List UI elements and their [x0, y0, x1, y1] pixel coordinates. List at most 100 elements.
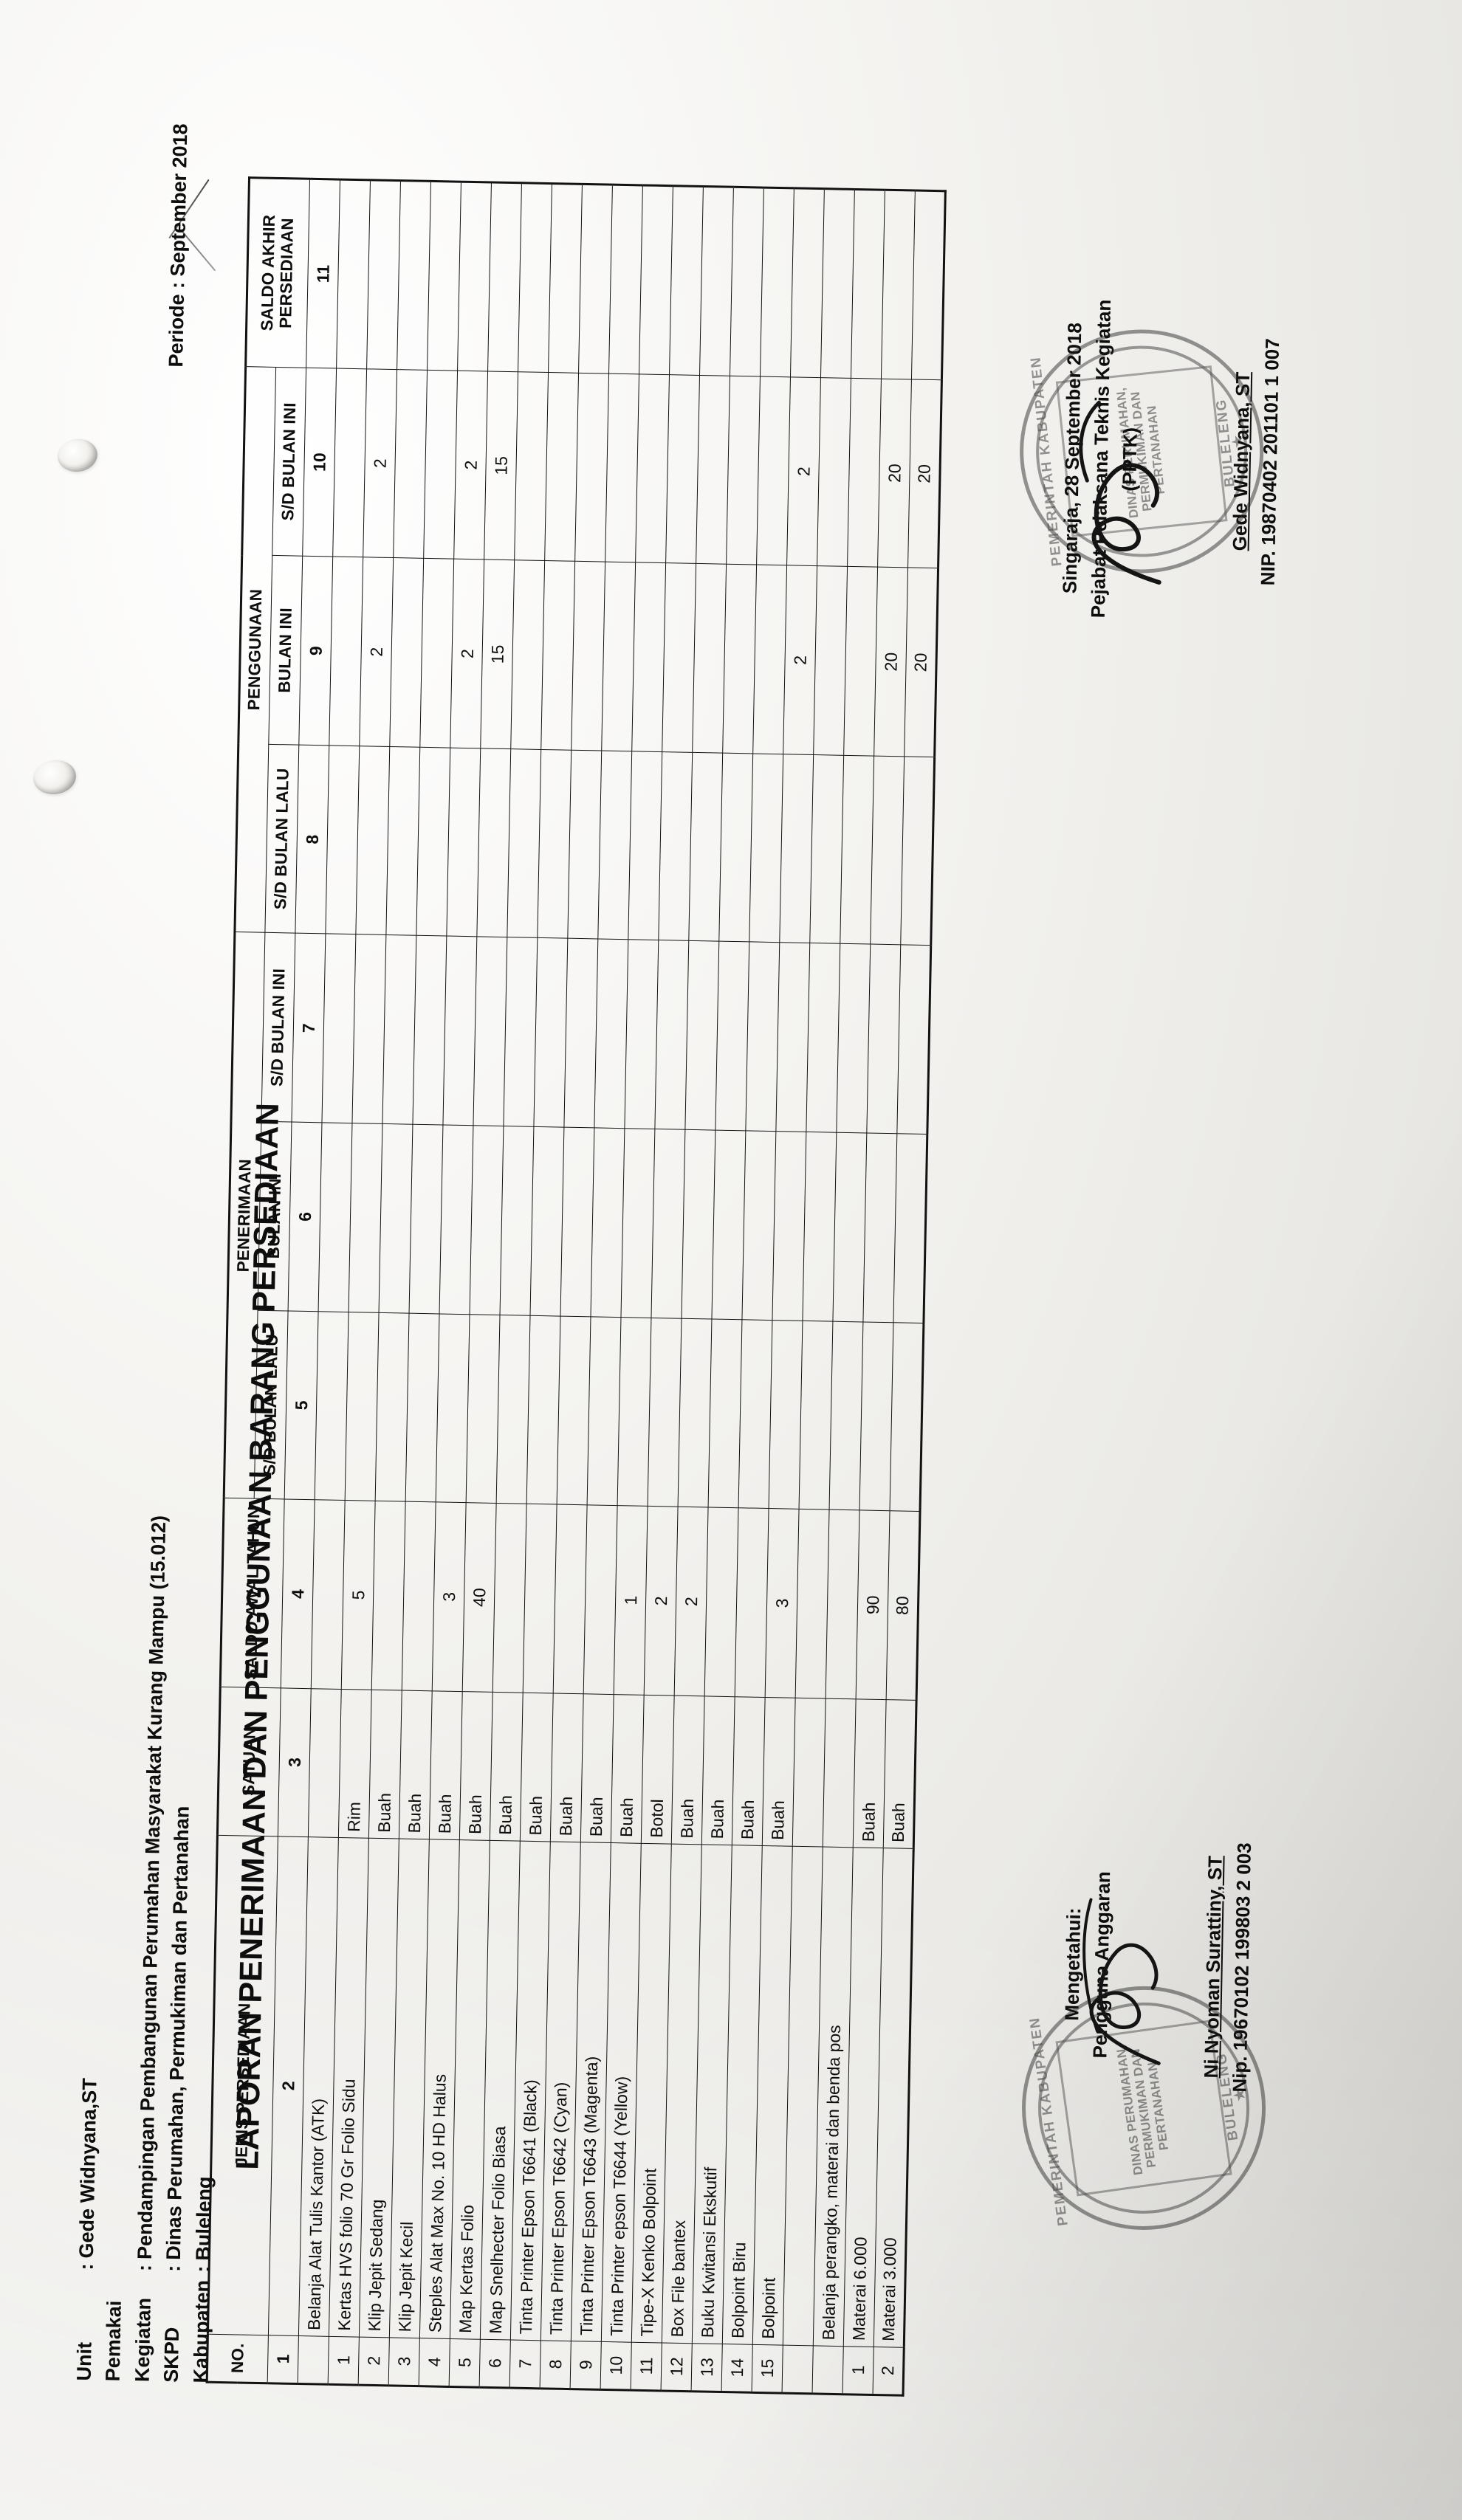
cell-penerimaan-bulan-ini: [620, 1128, 655, 1318]
cell-penerimaan-sd-bulan-lalu: [405, 1312, 440, 1503]
cell-saldo-awal-tahun: 90: [856, 1510, 890, 1700]
cell-penerimaan-sd-bulan-ini: [836, 943, 871, 1134]
cell-penggunaan-sd-bulan-lalu: [355, 746, 390, 935]
cell-penerimaan-sd-bulan-ini: [684, 940, 719, 1131]
cell-penggunaan-bulan-ini: [510, 560, 545, 750]
cell-satuan: [823, 1698, 857, 1848]
cell-penerimaan-sd-bulan-lalu: [526, 1315, 561, 1505]
cell-penggunaan-sd-bulan-lalu: [900, 756, 935, 946]
cell-penerimaan-sd-bulan-ini: [412, 935, 447, 1126]
cell-penggunaan-bulan-ini: [601, 562, 636, 751]
cell-penerimaan-sd-bulan-ini: [715, 941, 749, 1131]
cell-penerimaan-bulan-ini: [470, 1125, 504, 1315]
cell-penerimaan-bulan-ini: [409, 1124, 443, 1314]
cell-penggunaan-sd-bulan-lalu: [385, 746, 420, 936]
col-number-3: 3: [278, 1687, 312, 1837]
meta-label-skpd: SKPD: [159, 2327, 184, 2383]
cell-saldo-akhir-persediaan: [457, 182, 492, 371]
cell-saldo-awal-tahun: 5: [341, 1500, 376, 1690]
cell-no: 2: [873, 2346, 905, 2396]
cell-penerimaan-bulan-ini: [893, 1133, 927, 1323]
cell-penggunaan-sd-bulan-lalu: [507, 748, 541, 938]
cell-penerimaan-bulan-ini: [379, 1123, 413, 1313]
cell-no: 1: [842, 2346, 874, 2395]
cell-saldo-awal-tahun: [826, 1509, 860, 1699]
cell-saldo-awal-tahun: 40: [462, 1502, 497, 1693]
cell-penerimaan-bulan-ini: [318, 1122, 352, 1312]
cell-no: 5: [449, 2338, 481, 2388]
col-header-jenis: JENIS PERSEDIAAN: [207, 1834, 278, 2335]
table-body: Belanja Alat Tulis Kantor (ATK) 1 Kertas H…: [298, 179, 946, 2396]
stamp-left-inner-text: DINAS PERUMAHAN, PERMUKIMAN DAN PERTANAH…: [1055, 2020, 1232, 2197]
cell-satuan: Buah: [368, 1690, 402, 1839]
cell-penggunaan-sd-bulan-ini: [393, 369, 428, 559]
cell-penerimaan-sd-bulan-lalu: [436, 1313, 470, 1503]
cell-satuan: Buah: [762, 1697, 796, 1846]
cell-penggunaan-bulan-ini: [540, 560, 575, 751]
cell-penggunaan-bulan-ini: [813, 565, 848, 756]
cell-no: 9: [570, 2341, 602, 2390]
cell-penggunaan-sd-bulan-lalu: [870, 755, 905, 946]
cell-penerimaan-bulan-ini: [530, 1126, 564, 1316]
cell-penerimaan-bulan-ini: [500, 1126, 534, 1315]
cell-saldo-awal-tahun: 2: [674, 1507, 709, 1696]
cell-penerimaan-sd-bulan-ini: [351, 934, 386, 1124]
cell-penerimaan-bulan-ini: [560, 1127, 594, 1317]
stamp-right-inner-text: DINAS PERUMAHAN, PERMUKIMAN DAN PERTANAH…: [1055, 365, 1228, 537]
cell-penerimaan-sd-bulan-lalu: [738, 1319, 772, 1509]
cell-saldo-akhir-persediaan: [760, 187, 795, 377]
cell-penggunaan-sd-bulan-ini: [756, 376, 791, 566]
meta-separator: :: [133, 2264, 156, 2272]
cell-penerimaan-sd-bulan-lalu: [315, 1311, 349, 1501]
cell-saldo-akhir-persediaan: [548, 183, 583, 373]
cell-penerimaan-sd-bulan-lalu: [859, 1321, 893, 1511]
cell-penerimaan-bulan-ini: [832, 1132, 867, 1322]
cell-saldo-awal-tahun: [371, 1501, 406, 1690]
cell-penggunaan-sd-bulan-ini: 20: [877, 378, 912, 568]
col-header-penggunaan-sd-ini: S/D BULAN INI: [272, 367, 306, 557]
cell-penggunaan-bulan-ini: [571, 561, 605, 751]
cell-saldo-awal-tahun: [735, 1508, 769, 1698]
cell-penggunaan-sd-bulan-lalu: [567, 750, 602, 940]
cell-penggunaan-bulan-ini: [843, 566, 878, 756]
stamp-right-star-icon: ★: [1227, 433, 1248, 450]
stamp-right-arc-top: PEMERINTAH KABUPATEN: [1028, 355, 1065, 568]
cell-no: 11: [631, 2341, 662, 2391]
cell-penerimaan-sd-bulan-lalu: [345, 1312, 380, 1501]
cell-satuan: [308, 1688, 342, 1837]
cell-saldo-awal-tahun: [795, 1509, 830, 1698]
cell-saldo-akhir-persediaan: [608, 185, 643, 374]
cell-penggunaan-sd-bulan-ini: [665, 374, 700, 564]
cell-saldo-akhir-persediaan: [730, 187, 764, 376]
cell-penerimaan-bulan-ini: [590, 1128, 625, 1318]
cell-satuan: Buah: [853, 1698, 887, 1848]
cell-no: 2: [358, 2336, 390, 2386]
cell-penggunaan-bulan-ini: [389, 557, 424, 748]
cell-penerimaan-sd-bulan-lalu: [466, 1314, 501, 1504]
cell-penggunaan-sd-bulan-lalu: [446, 747, 481, 937]
col-number-4: 4: [281, 1499, 315, 1689]
cell-saldo-akhir-persediaan: [820, 188, 855, 379]
col-number-1: 1: [267, 2335, 299, 2384]
cell-penggunaan-bulan-ini: [752, 565, 787, 754]
cell-satuan: Buah: [611, 1694, 645, 1843]
cell-penggunaan-sd-bulan-ini: [696, 375, 730, 565]
cell-penerimaan-sd-bulan-lalu: [890, 1322, 924, 1512]
cell-penggunaan-sd-bulan-ini: 15: [484, 371, 518, 561]
cell-penerimaan-sd-bulan-ini: [503, 937, 538, 1127]
cell-no: [782, 2344, 814, 2394]
cell-penerimaan-sd-bulan-lalu: [708, 1318, 742, 1509]
cell-penggunaan-bulan-ini: [692, 563, 727, 754]
col-header-penggunaan-sd-lalu: S/D BULAN LALU: [264, 744, 299, 934]
cell-saldo-akhir-persediaan: [699, 186, 734, 376]
cell-saldo-awal-tahun: [704, 1507, 739, 1697]
cell-penggunaan-sd-bulan-ini: [514, 371, 549, 561]
cell-penerimaan-sd-bulan-ini: [866, 944, 901, 1134]
cell-penggunaan-sd-bulan-lalu: [537, 749, 572, 939]
cell-saldo-awal-tahun: 1: [614, 1505, 648, 1696]
cell-penggunaan-bulan-ini: [662, 562, 696, 753]
cell-penggunaan-bulan-ini: 15: [480, 560, 515, 749]
cell-penerimaan-bulan-ini: [862, 1133, 897, 1323]
cell-satuan: Buah: [429, 1690, 463, 1840]
cell-satuan: Buah: [701, 1696, 735, 1845]
